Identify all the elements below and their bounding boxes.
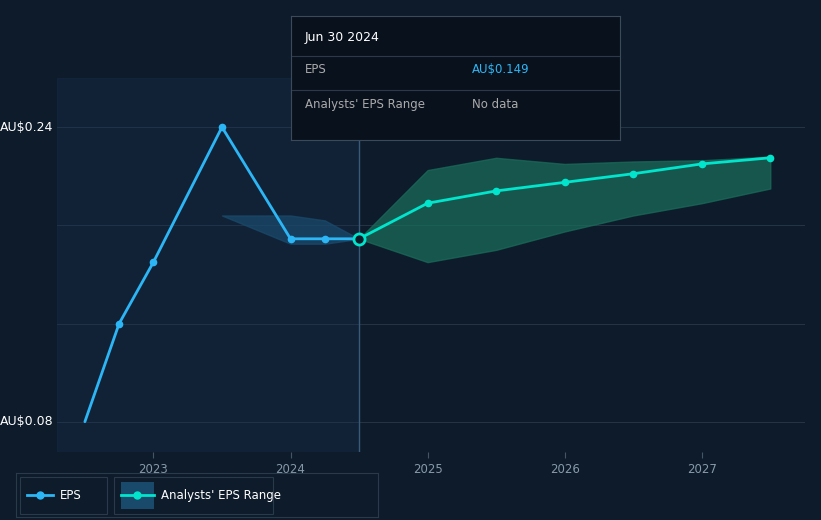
Text: EPS: EPS [305,63,326,76]
Text: Analysts Forecasts: Analysts Forecasts [366,88,476,101]
Text: Jun 30 2024: Jun 30 2024 [305,31,379,44]
Text: AU$0.08: AU$0.08 [0,415,53,428]
Text: No data: No data [472,98,518,111]
FancyBboxPatch shape [122,482,154,509]
Text: AU$0.24: AU$0.24 [0,121,53,134]
Text: Analysts' EPS Range: Analysts' EPS Range [161,489,281,502]
Text: Analysts' EPS Range: Analysts' EPS Range [305,98,424,111]
Text: Actual: Actual [315,88,352,101]
Text: EPS: EPS [60,489,81,502]
Bar [57,78,359,452]
Text: AU$0.149: AU$0.149 [472,63,530,76]
